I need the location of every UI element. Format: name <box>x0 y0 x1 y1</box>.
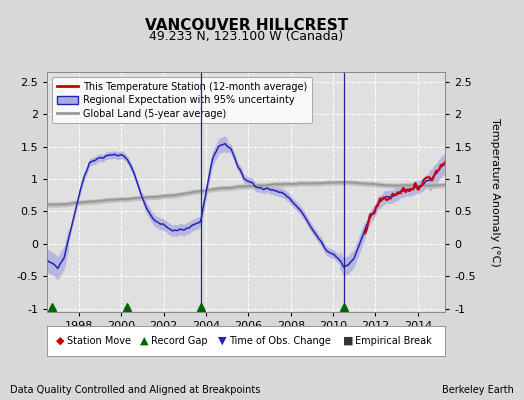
Text: Station Move: Station Move <box>67 336 131 346</box>
Text: ▲: ▲ <box>140 336 148 346</box>
Text: Empirical Break: Empirical Break <box>355 336 432 346</box>
Text: ■: ■ <box>343 336 354 346</box>
Text: Berkeley Earth: Berkeley Earth <box>442 385 514 395</box>
Text: Record Gap: Record Gap <box>151 336 208 346</box>
Text: Time of Obs. Change: Time of Obs. Change <box>230 336 331 346</box>
Text: Data Quality Controlled and Aligned at Breakpoints: Data Quality Controlled and Aligned at B… <box>10 385 261 395</box>
Text: VANCOUVER HILLCREST: VANCOUVER HILLCREST <box>145 18 348 33</box>
Legend: This Temperature Station (12-month average), Regional Expectation with 95% uncer: This Temperature Station (12-month avera… <box>52 77 312 123</box>
Text: ▼: ▼ <box>219 336 227 346</box>
Text: ◆: ◆ <box>56 336 64 346</box>
Y-axis label: Temperature Anomaly (°C): Temperature Anomaly (°C) <box>490 118 500 266</box>
Text: 49.233 N, 123.100 W (Canada): 49.233 N, 123.100 W (Canada) <box>149 30 343 43</box>
